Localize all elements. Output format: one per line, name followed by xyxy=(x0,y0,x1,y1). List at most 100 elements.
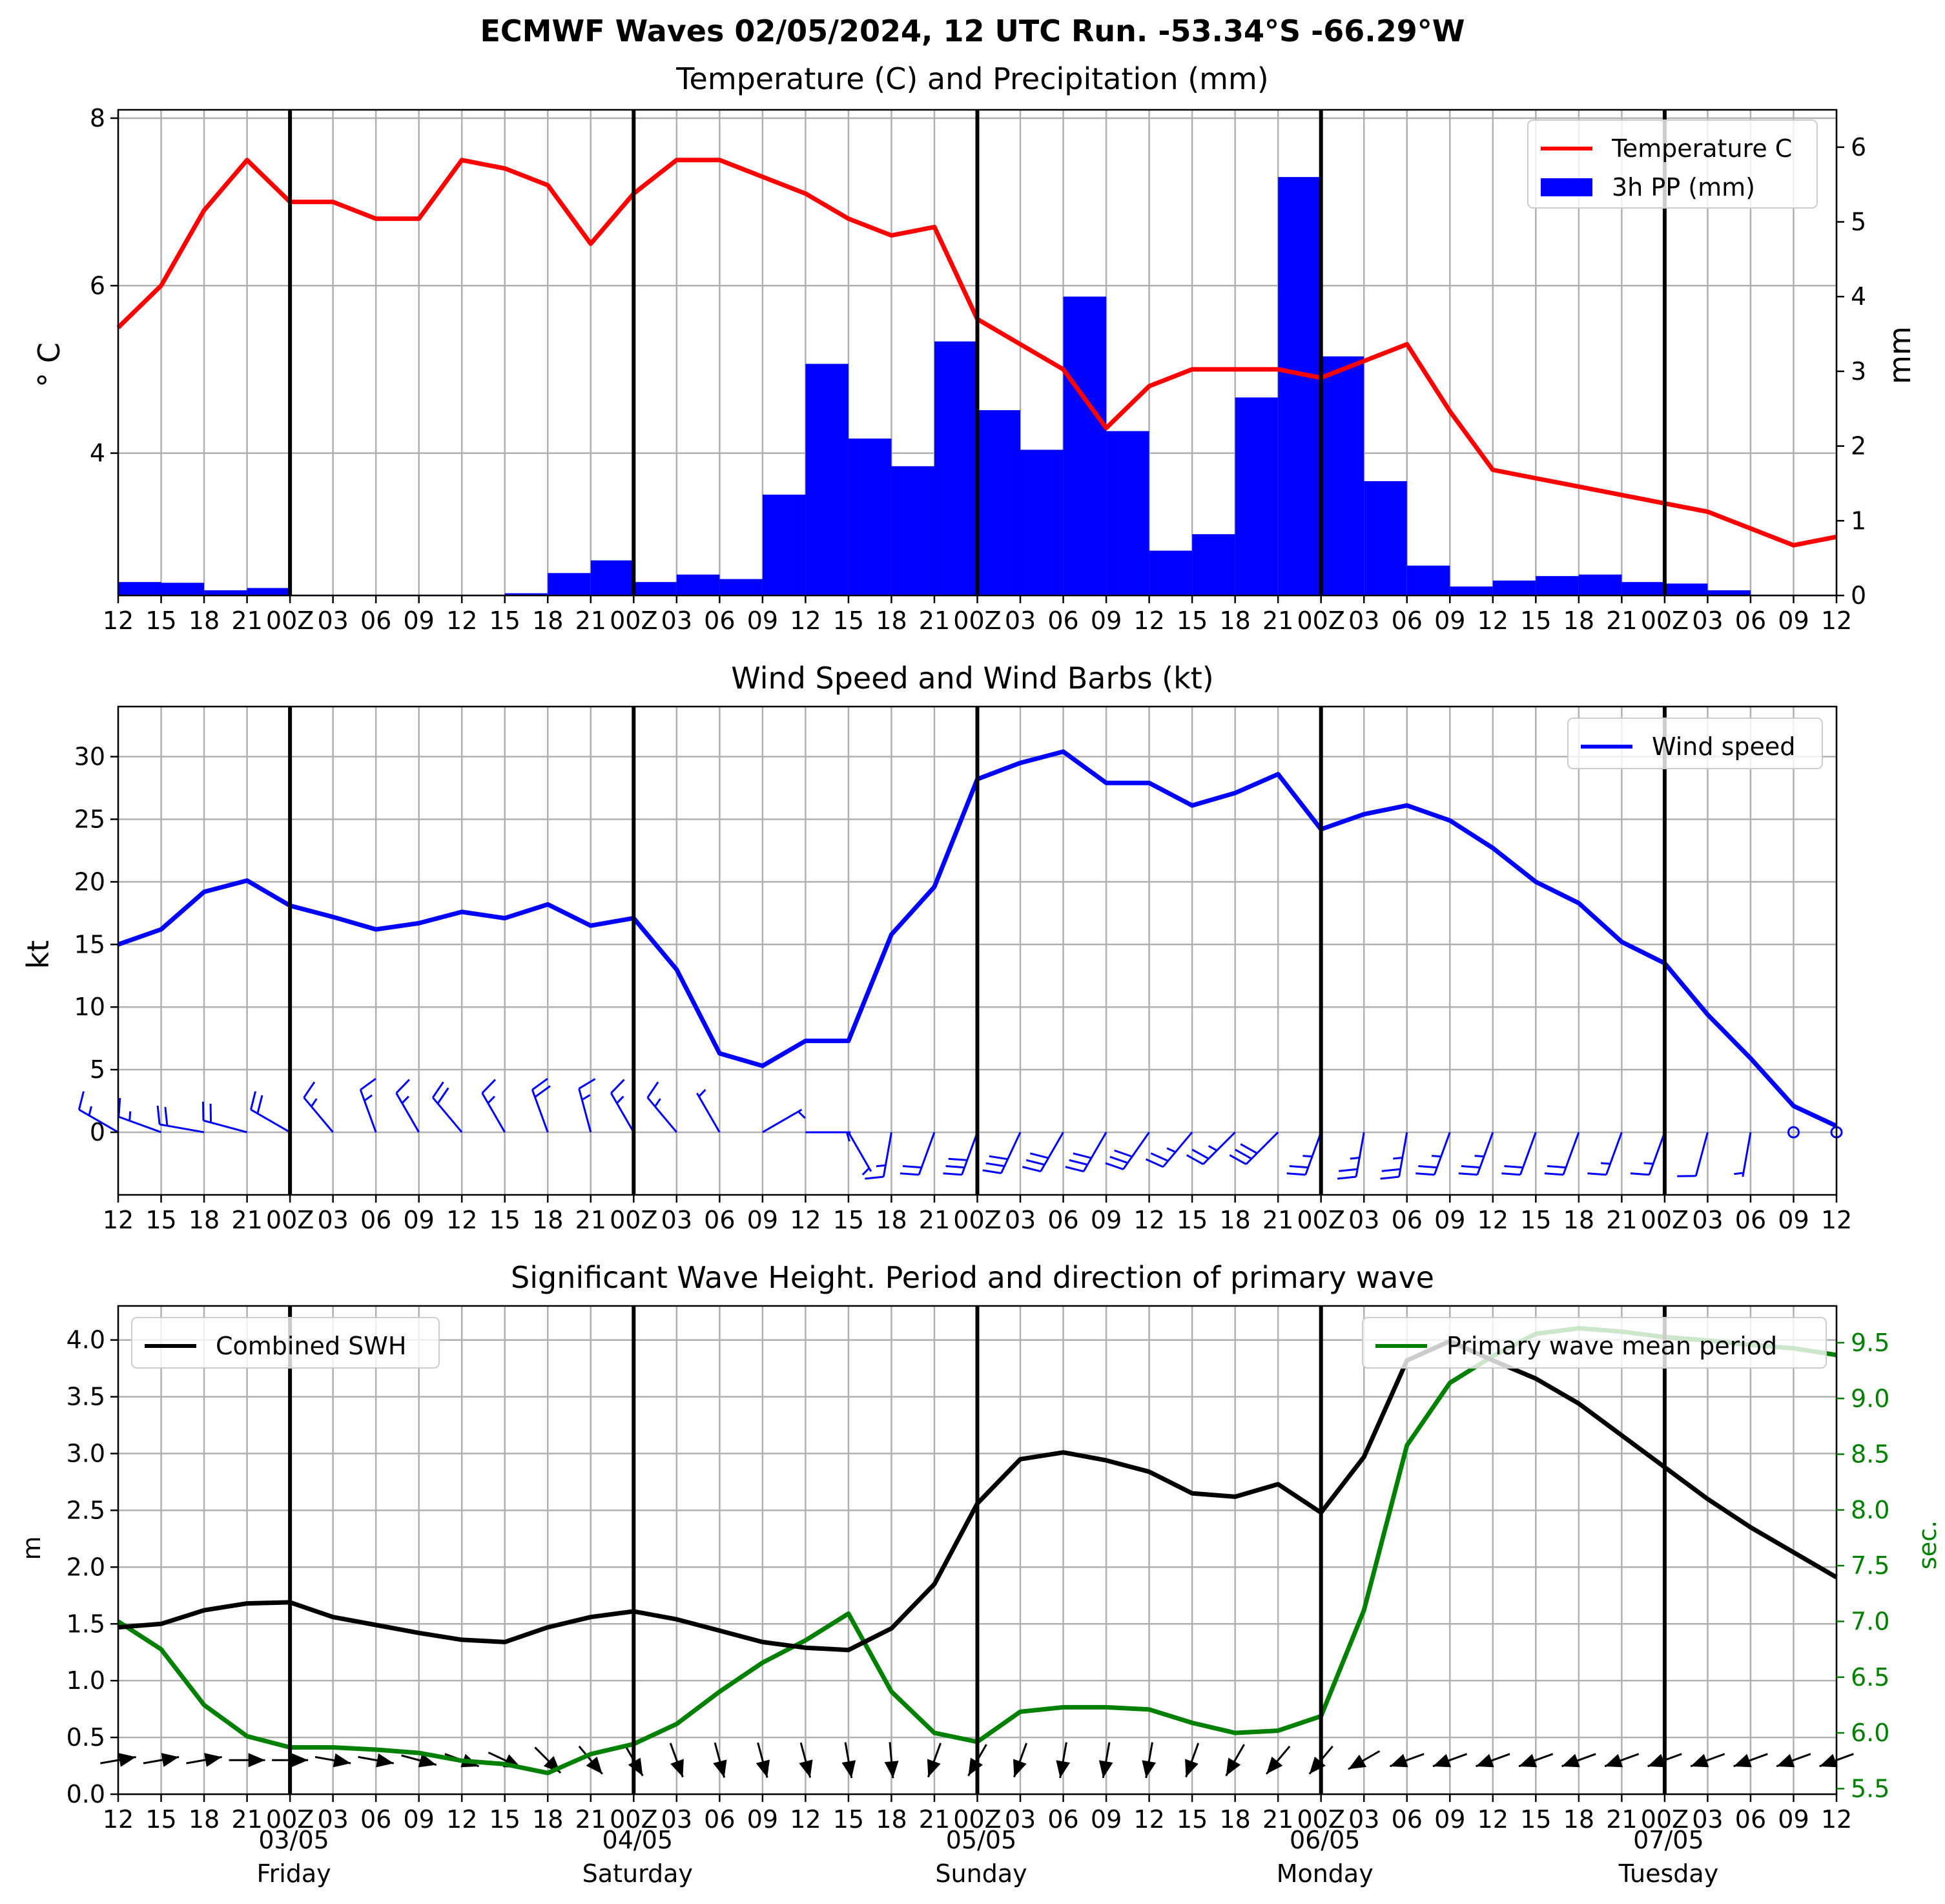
x-tick-label: 21 xyxy=(1262,606,1293,635)
barb-staff xyxy=(1694,1132,1709,1177)
y-tick-label: 2.5 xyxy=(67,1496,105,1524)
barb-flag xyxy=(1286,1172,1306,1176)
x-tick-label: 21 xyxy=(1606,606,1637,635)
x-tick-label: 03 xyxy=(1348,1805,1379,1834)
x-tick-label: 00Z xyxy=(610,1805,657,1834)
x-tick-label: 21 xyxy=(1606,1805,1637,1834)
y2-tick-label: 5.5 xyxy=(1851,1774,1889,1803)
x-tick-label: 03 xyxy=(1005,1805,1036,1834)
barb-flag xyxy=(1114,1149,1133,1158)
barb-staff xyxy=(481,1092,506,1133)
barb-flag xyxy=(1289,1165,1308,1169)
precip-bar xyxy=(1707,590,1751,595)
x-tick-label: 06 xyxy=(1735,606,1766,635)
barb-staff xyxy=(1742,1132,1752,1177)
precip-bar xyxy=(1664,583,1708,595)
barb-flag xyxy=(900,1172,920,1176)
x-tick-label: 03 xyxy=(661,1206,692,1234)
x-tick-label: 12 xyxy=(446,1206,477,1234)
barb-half-flag xyxy=(876,1164,886,1168)
barb-flag xyxy=(1544,1172,1564,1176)
x-tick-label: 21 xyxy=(575,606,606,635)
barb-flag xyxy=(256,1095,263,1114)
barb-flag xyxy=(865,1175,884,1180)
x-tick-label: 06 xyxy=(1392,1206,1423,1234)
legend-box xyxy=(1567,718,1823,769)
panel1-ylabel-right: mm xyxy=(1882,326,1917,384)
x-tick-label: 15 xyxy=(489,1805,520,1834)
barb-flag xyxy=(610,1079,625,1094)
wave-arrow-head xyxy=(1390,1754,1408,1768)
barb-flag xyxy=(1587,1172,1607,1176)
barb-staff xyxy=(78,1108,119,1133)
day-date-label: 04/05 xyxy=(602,1826,674,1854)
barb-flag xyxy=(437,1087,449,1104)
x-tick-label: 09 xyxy=(1434,606,1465,635)
panel3-day-lines xyxy=(288,1306,1667,1794)
x-tick-label: 06 xyxy=(1047,1206,1078,1234)
y2-tick-label: 6.5 xyxy=(1851,1663,1889,1692)
x-tick-label: 21 xyxy=(1606,1206,1637,1234)
barb-staff xyxy=(610,1092,635,1133)
x-tick-label: 21 xyxy=(575,1206,606,1234)
wave-arrow-head xyxy=(756,1759,770,1778)
barb-flag xyxy=(303,1081,316,1099)
x-tick-label: 18 xyxy=(876,606,907,635)
x-tick-label: 12 xyxy=(1133,1805,1164,1834)
x-tick-label: 09 xyxy=(1091,606,1122,635)
wave-arrow-head xyxy=(1819,1754,1838,1768)
barb-flag xyxy=(1065,1166,1084,1173)
x-tick-label: 18 xyxy=(1219,1805,1250,1834)
x-tick-label: 06 xyxy=(360,1206,391,1234)
barb-flag xyxy=(985,1162,1005,1168)
day-name-label: Sunday xyxy=(935,1859,1027,1888)
wave-arrow-head xyxy=(1432,1754,1452,1768)
x-tick-label: 00Z xyxy=(1297,1206,1345,1234)
x-tick-label: 21 xyxy=(231,1206,262,1234)
wave-arrow-head xyxy=(1185,1759,1199,1777)
precip-bar xyxy=(1536,575,1579,595)
y-tick-label: 30 xyxy=(74,743,105,771)
wave-arrow-head xyxy=(1266,1756,1283,1774)
x-tick-label: 18 xyxy=(532,606,563,635)
precip-bar xyxy=(1578,574,1622,595)
barb-flag xyxy=(1381,1168,1401,1172)
barb-half-flag xyxy=(1166,1147,1177,1154)
wave-arrow-head xyxy=(1226,1757,1241,1776)
precip-bar xyxy=(977,410,1021,595)
barb-half-flag xyxy=(1474,1155,1485,1158)
x-tick-label: 06 xyxy=(704,1805,735,1834)
x-tick-label: 12 xyxy=(790,1805,821,1834)
x-tick-label: 15 xyxy=(1177,1805,1208,1834)
y-tick-label: 1.0 xyxy=(67,1666,105,1695)
x-tick-label: 06 xyxy=(1047,606,1078,635)
precip-bar xyxy=(247,588,291,595)
day-date-label: 05/05 xyxy=(946,1826,1017,1854)
legend-label: Temperature C xyxy=(1611,134,1792,163)
y2-tick-label: 4 xyxy=(1851,282,1866,311)
x-tick-label: 12 xyxy=(790,1206,821,1234)
wave-arrow-head xyxy=(1098,1760,1113,1778)
x-tick-label: 09 xyxy=(1091,1805,1122,1834)
barb-half-flag xyxy=(1734,1172,1744,1175)
x-tick-label: 03 xyxy=(1005,1206,1036,1234)
y-tick-label: 10 xyxy=(74,993,105,1021)
x-tick-label: 09 xyxy=(1778,1805,1809,1834)
x-tick-label: 12 xyxy=(1133,1206,1164,1234)
x-tick-label: 12 xyxy=(446,606,477,635)
precip-bar xyxy=(1621,582,1665,595)
precip-bar xyxy=(1235,397,1279,595)
barb-staff xyxy=(847,1132,872,1172)
x-tick-label: 06 xyxy=(360,606,391,635)
x-tick-label: 18 xyxy=(876,1805,907,1834)
x-tick-label: 03 xyxy=(317,1805,348,1834)
y2-tick-label: 8.5 xyxy=(1851,1440,1889,1469)
x-tick-label: 09 xyxy=(1434,1805,1465,1834)
wave-arrow-head xyxy=(204,1753,222,1767)
wind-barbs xyxy=(77,1077,1843,1180)
legend-label: 3h PP (mm) xyxy=(1612,173,1755,202)
barb-staff xyxy=(118,1115,162,1133)
x-tick-label: 00Z xyxy=(266,606,314,635)
x-tick-label: 15 xyxy=(1520,1206,1551,1234)
barb-half-flag xyxy=(1350,1156,1360,1160)
